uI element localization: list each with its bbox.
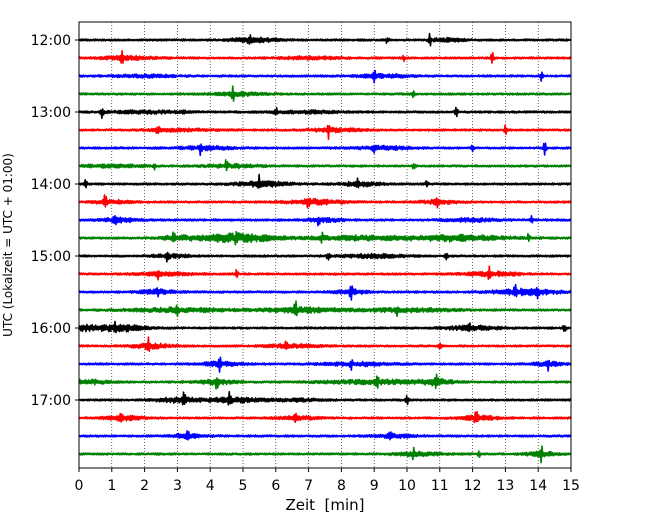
seismic-trace — [78, 410, 572, 424]
trace-group — [78, 32, 572, 464]
x-tick-label: 13 — [496, 478, 514, 494]
x-tick-label: 4 — [206, 478, 215, 494]
seismic-trace — [78, 124, 572, 141]
y-tick-label: 12:00 — [31, 33, 71, 49]
x-tick-label: 2 — [140, 478, 149, 494]
x-tick-label: 6 — [271, 478, 280, 494]
x-tick-label: 3 — [173, 478, 182, 494]
seismic-trace — [78, 336, 572, 352]
seismic-trace — [78, 159, 572, 172]
y-axis: 12:00 13:00 14:00 15:00 16:00 17:00 — [31, 33, 79, 409]
seismic-trace — [78, 194, 572, 209]
seismic-trace — [78, 50, 572, 64]
x-tick-label: 14 — [529, 478, 547, 494]
x-tick-label: 0 — [75, 478, 84, 494]
x-tick-label: 5 — [239, 478, 248, 494]
seismic-trace — [78, 265, 572, 281]
x-tick-label: 12 — [464, 478, 482, 494]
seismic-trace — [78, 356, 572, 373]
x-tick-label: 1 — [107, 478, 116, 494]
x-tick-label: 7 — [304, 478, 313, 494]
seismic-trace — [78, 214, 572, 227]
seismic-trace — [78, 173, 572, 189]
y-axis-label: UTC (Lokalzeit = UTC + 01:00) — [1, 153, 15, 337]
x-tick-label: 10 — [398, 478, 416, 494]
y-tick-label: 16:00 — [31, 321, 71, 337]
seismic-trace — [78, 373, 572, 390]
seismic-trace — [78, 320, 572, 334]
grid-lines — [111, 22, 539, 468]
seismic-trace — [78, 142, 572, 157]
seismic-trace — [78, 251, 572, 263]
y-tick-label: 17:00 — [31, 393, 71, 409]
seismic-trace — [78, 430, 572, 441]
y-tick-label: 13:00 — [31, 105, 71, 121]
x-tick-label: 11 — [431, 478, 449, 494]
seismic-trace — [78, 69, 572, 84]
y-tick-label: 15:00 — [31, 249, 71, 265]
x-tick-label: 15 — [562, 478, 580, 494]
x-axis-label: Zeit [min] — [285, 496, 364, 514]
seismic-trace — [78, 390, 572, 406]
seismic-trace — [78, 106, 572, 119]
y-tick-label: 14:00 — [31, 177, 71, 193]
x-axis: 0 1 2 3 4 5 6 7 8 9 10 11 12 13 14 15 — [75, 468, 580, 494]
x-tick-label: 9 — [370, 478, 379, 494]
plot-frame — [78, 21, 572, 469]
x-tick-label: 8 — [337, 478, 346, 494]
seismic-trace — [78, 32, 572, 47]
seismic-trace — [78, 445, 572, 464]
seismic-trace — [78, 300, 572, 318]
seismic-trace — [78, 283, 572, 301]
seismic-trace — [78, 230, 572, 246]
seismic-trace — [78, 85, 572, 102]
